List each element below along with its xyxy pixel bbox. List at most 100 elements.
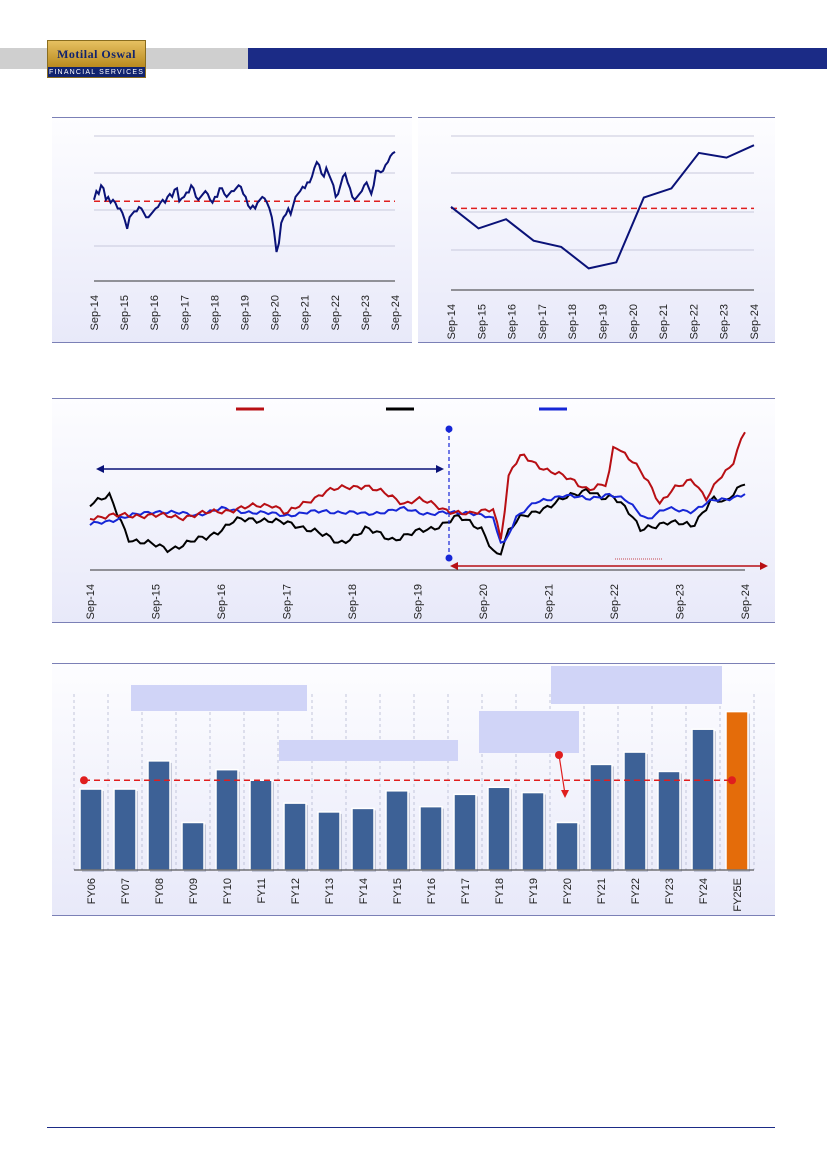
- bar: [657, 770, 681, 871]
- category-label: FY18: [494, 878, 506, 904]
- x-tick-label: Sep-18: [567, 304, 579, 339]
- bar: [283, 802, 307, 871]
- bar: [691, 728, 715, 871]
- bar: [113, 788, 137, 871]
- pre-period-arrowhead-right: [436, 465, 444, 473]
- series-line-blue: [89, 492, 746, 544]
- category-label: FY11: [256, 878, 268, 903]
- category-label: FY24: [698, 878, 710, 904]
- bar: [249, 779, 273, 871]
- category-label: FY14: [358, 878, 370, 904]
- x-tick-label: Sep-22: [330, 295, 342, 330]
- bar: [453, 793, 477, 871]
- x-tick-label: Sep-15: [151, 584, 163, 619]
- footer-rule: [47, 1127, 775, 1128]
- chart-1: Sep-14 Sep-15 Sep-16 Sep-17 Sep-18 Sep-19 Sep-…: [89, 135, 402, 330]
- x-tick-label: Sep-20: [270, 295, 282, 330]
- reference-marker-right: [728, 776, 736, 785]
- bar: [487, 786, 511, 871]
- series-line-red: [89, 431, 746, 540]
- bar: [351, 807, 375, 871]
- x-tick-label: Sep-23: [360, 295, 372, 330]
- category-label: FY21: [596, 878, 608, 904]
- x-tick-label: Sep-22: [609, 584, 621, 619]
- bar: [521, 791, 545, 871]
- pointer-line: [558, 754, 566, 795]
- x-tick-label: Sep-21: [544, 584, 556, 619]
- category-label: FY12: [290, 878, 302, 904]
- annotation-box: [551, 666, 722, 704]
- category-label: FY20: [562, 878, 574, 904]
- x-tick-label: Sep-18: [209, 295, 221, 330]
- bar: [419, 805, 443, 871]
- chart-4: FY06 FY07 FY08 FY09 FY10 FY11 FY12 FY13 FY14 FY15…: [73, 666, 755, 912]
- x-tick-label: Sep-15: [119, 295, 131, 330]
- x-tick-label: Sep-19: [413, 584, 425, 619]
- chart-4-panel: FY06 FY07 FY08 FY09 FY10 FY11 FY12 FY13 FY14 FY15…: [52, 663, 775, 916]
- x-tick-label: Sep-20: [628, 304, 640, 339]
- category-label: FY09: [188, 878, 200, 904]
- bar: [181, 821, 205, 871]
- divider-bottom-marker: [445, 554, 453, 562]
- category-label: FY22: [630, 878, 642, 904]
- x-tick-label: Sep-23: [719, 304, 731, 339]
- pointer-arrowhead: [561, 790, 569, 798]
- x-tick-label: Sep-23: [675, 584, 687, 619]
- x-tick-label: Sep-19: [240, 295, 252, 330]
- pre-period-arrowhead-left: [96, 465, 104, 473]
- category-label: FY10: [222, 878, 234, 904]
- category-label: FY19: [528, 878, 540, 904]
- reference-marker-left: [80, 776, 88, 785]
- annotation-box: [479, 711, 579, 753]
- bar: [147, 760, 171, 871]
- x-tick-label: Sep-17: [282, 584, 294, 619]
- category-label: FY07: [120, 878, 132, 904]
- divider-top-marker: [445, 425, 453, 433]
- x-tick-label: Sep-16: [216, 584, 228, 619]
- bar: [385, 790, 409, 871]
- chart-2: Sep-14 Sep-15 Sep-16 Sep-17 Sep-18 Sep-19 Sep-…: [446, 135, 761, 339]
- x-tick-label: Sep-24: [749, 304, 761, 339]
- annotation-box: [279, 740, 458, 761]
- x-tick-label: Sep-16: [507, 304, 519, 339]
- x-tick-label: Sep-21: [300, 295, 312, 330]
- series-line-black: [89, 483, 746, 556]
- x-tick-label: Sep-24: [390, 295, 402, 330]
- bar: [555, 821, 579, 871]
- x-tick-label: Sep-14: [85, 584, 97, 619]
- x-tick-label: Sep-16: [149, 295, 161, 330]
- bar: [623, 751, 647, 871]
- bar: [79, 788, 103, 871]
- post-period-arrowhead-left: [450, 562, 458, 570]
- x-tick-label: Sep-18: [347, 584, 359, 619]
- chart-1-panel: Sep-14 Sep-15 Sep-16 Sep-17 Sep-18 Sep-19 Sep-…: [52, 117, 412, 343]
- x-tick-label: Sep-15: [476, 304, 488, 339]
- chart-3-panel: Sep-14 Sep-15 Sep-16 Sep-17 Sep-18 Sep-19 Sep-…: [52, 398, 775, 623]
- x-tick-label: Sep-14: [446, 304, 458, 339]
- logo-wordmark: Motilal Oswal: [48, 41, 145, 67]
- x-tick-label: Sep-22: [688, 304, 700, 339]
- category-label: FY23: [664, 878, 676, 904]
- x-tick-label: Sep-24: [740, 584, 752, 619]
- chart-3: Sep-14 Sep-15 Sep-16 Sep-17 Sep-18 Sep-19 Sep-…: [85, 407, 768, 619]
- category-label: FY16: [426, 878, 438, 904]
- x-tick-label: Sep-14: [89, 295, 101, 330]
- category-label: FY13: [324, 878, 336, 904]
- category-label: FY08: [154, 878, 166, 904]
- annotation-box: [131, 685, 307, 711]
- category-label: FY15: [392, 878, 404, 904]
- chart-2-panel: Sep-14 Sep-15 Sep-16 Sep-17 Sep-18 Sep-19 Sep-…: [418, 117, 775, 343]
- series-line: [450, 144, 755, 270]
- x-tick-label: Sep-17: [537, 304, 549, 339]
- x-tick-label: Sep-19: [598, 304, 610, 339]
- x-tick-label: Sep-17: [179, 295, 191, 330]
- x-tick-label: Sep-20: [478, 584, 490, 619]
- logo-subtitle: FINANCIAL SERVICES: [48, 69, 145, 76]
- category-label: FY06: [86, 878, 98, 904]
- series-line: [93, 151, 396, 253]
- bar: [215, 768, 239, 871]
- x-tick-label: Sep-21: [658, 304, 670, 339]
- company-logo: Motilal Oswal FINANCIAL SERVICES: [47, 40, 146, 78]
- category-label: FY25E: [732, 878, 744, 912]
- post-period-arrowhead-right: [760, 562, 768, 570]
